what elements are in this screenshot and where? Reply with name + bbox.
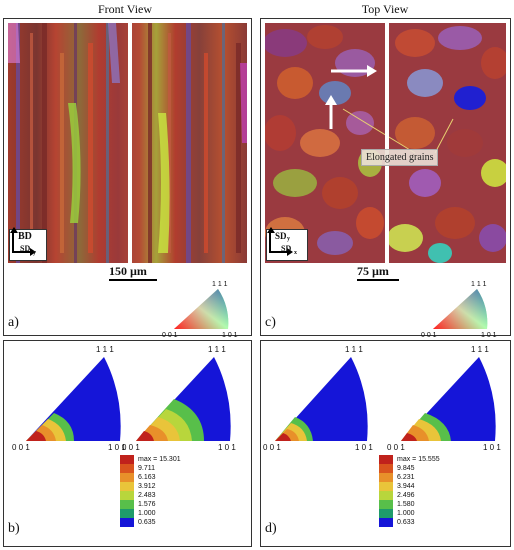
ipf-key-a-top: 1 1 1 — [212, 281, 228, 288]
panel-a: BD SD y 150 µm 1 1 1 0 0 1 1 0 1 a) — [3, 18, 252, 339]
front-axis-vertical-label: BD — [18, 231, 32, 242]
ipf-key-c: 1 1 1 — [425, 279, 505, 335]
legend-b-value: 3.912 — [138, 483, 156, 490]
legend-d-value: 9.845 — [397, 465, 415, 472]
legend-b-value: 1.576 — [138, 501, 156, 508]
pole-b2-right: 1 0 1 — [218, 443, 236, 452]
pole-d1-right: 1 0 1 — [355, 443, 373, 452]
ebsd-map-front — [8, 23, 247, 263]
front-scalebar: 150 µm — [109, 264, 157, 281]
pole-d2-right: 1 0 1 — [483, 443, 501, 452]
pole-b2-left: 0 0 1 — [122, 443, 140, 452]
legend-b-value: 2.483 — [138, 492, 156, 499]
legend-d-value: 1.580 — [397, 501, 415, 508]
pole-d1-left: 0 0 1 — [263, 443, 281, 452]
ebsd-front-image — [8, 23, 247, 263]
panel-c: Elongated grains SD y SD x 75 µm 1 1 1 0… — [260, 18, 511, 339]
top-axis-indicator: SD y SD x — [266, 227, 308, 261]
ipf-color-key-a — [174, 289, 229, 329]
ipf-key-a: 1 1 1 — [166, 279, 246, 335]
panel-d-label: d) — [265, 521, 277, 536]
legend-d-value: 2.496 — [397, 492, 415, 499]
front-map-divider — [128, 23, 132, 263]
front-scalebar-label: 150 µm — [109, 264, 147, 278]
pole-figure-b-2 — [136, 357, 231, 441]
pole-figures-b — [26, 357, 231, 441]
ipf-key-c-top: 1 1 1 — [471, 281, 487, 288]
top-axis-vertical-sub: y — [287, 236, 290, 242]
ipf-key-c-right: 1 0 1 — [481, 332, 497, 339]
legend-b-value: 1.000 — [138, 510, 156, 517]
ipf-key-c-left: 0 0 1 — [421, 332, 437, 339]
legend-b-value: 9.711 — [138, 465, 155, 472]
ipf-color-key-c — [433, 289, 488, 329]
legend-d-value: 1.000 — [397, 510, 415, 517]
pole-b2-top: 1 1 1 — [208, 345, 226, 354]
legend-d-value: 0.633 — [397, 519, 415, 526]
front-view-title: Front View — [97, 2, 153, 16]
pole-d2-left: 0 0 1 — [387, 443, 405, 452]
legend-d-value: 3.944 — [397, 483, 415, 490]
top-scalebar-line — [357, 279, 399, 281]
legend-d: max = 15.555 9.845 6.231 3.944 2.496 1.5… — [379, 455, 449, 527]
legend-b: max = 15.301 9.711 6.163 3.912 2.483 1.5… — [120, 455, 190, 527]
top-axis-horizontal-sub: x — [294, 250, 297, 256]
front-axis-horizontal-sub: y — [33, 250, 36, 256]
legend-b-value: 6.163 — [138, 474, 156, 481]
legend-d-value: 6.231 — [397, 474, 415, 481]
top-scalebar-label: 75 µm — [357, 264, 389, 278]
top-axis-horizontal-label: SD — [281, 244, 292, 253]
pole-figure-b-1 — [26, 357, 121, 441]
pole-b1-top: 1 1 1 — [96, 345, 114, 354]
front-axis-indicator: BD SD y — [9, 227, 47, 261]
pole-d1-top: 1 1 1 — [345, 345, 363, 354]
top-scalebar: 75 µm — [357, 264, 399, 281]
pole-figure-d-1 — [275, 357, 368, 441]
front-scalebar-line — [109, 279, 157, 281]
legend-d-max: max = 15.555 — [397, 456, 440, 463]
top-map-divider — [385, 23, 389, 263]
pole-figure-d-2 — [401, 357, 496, 441]
pole-d2-top: 1 1 1 — [471, 345, 489, 354]
legend-b-value: 0.635 — [138, 519, 156, 526]
panel-c-label: c) — [265, 315, 276, 330]
pole-b1-left: 0 0 1 — [12, 443, 30, 452]
elongated-grains-callout: Elongated grains — [361, 149, 439, 166]
top-view-title: Top View — [361, 2, 409, 16]
front-axis-horizontal-label: SD — [20, 244, 31, 253]
top-axis-vertical-label: SD — [275, 231, 287, 241]
panel-b: 1 1 1 0 0 1 1 0 1 1 1 1 0 0 1 1 0 1 max … — [3, 340, 252, 547]
ipf-key-a-right: 1 0 1 — [222, 332, 238, 339]
panel-d: 1 1 1 0 0 1 1 0 1 1 1 1 0 0 1 1 0 1 max … — [260, 340, 511, 547]
ipf-key-a-left: 0 0 1 — [162, 332, 178, 339]
panel-a-label: a) — [8, 315, 19, 330]
panel-b-label: b) — [8, 521, 20, 536]
legend-b-max: max = 15.301 — [138, 456, 181, 463]
pole-b1-right: 1 0 1 — [108, 443, 126, 452]
pole-figures-d — [275, 357, 496, 441]
